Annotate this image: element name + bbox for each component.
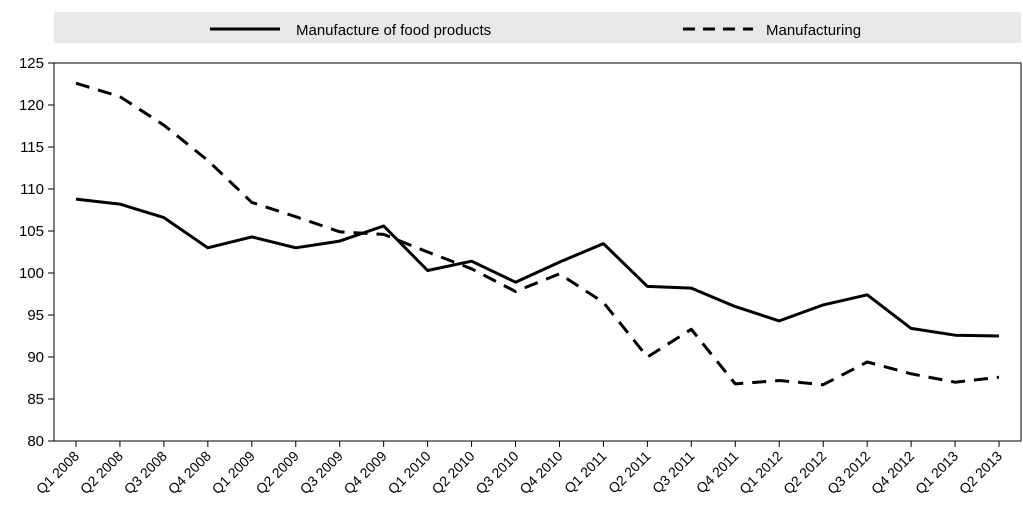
x-tick-label: Q3 2011 — [649, 448, 698, 497]
legend-label-food: Manufacture of food products — [296, 22, 491, 39]
y-tick-label: 80 — [27, 433, 44, 450]
x-tick-label: Q2 2011 — [605, 448, 654, 497]
x-tick-label: Q1 2012 — [736, 448, 785, 497]
y-tick-label: 115 — [20, 139, 44, 156]
legend-label-manufacturing: Manufacturing — [766, 22, 861, 39]
x-tick-label: Q3 2010 — [472, 448, 521, 497]
x-tick-label: Q4 2012 — [868, 448, 917, 497]
series-line-food — [75, 197, 1000, 338]
x-tick-label: Q3 2012 — [824, 448, 873, 497]
x-tick-label: Q1 2011 — [561, 448, 610, 497]
y-tick-label: 120 — [19, 97, 44, 114]
x-tick-label: Q4 2008 — [165, 448, 214, 497]
x-tick-label: Q2 2009 — [253, 448, 302, 497]
y-tick-label: 85 — [27, 391, 44, 408]
x-tick-label: Q1 2009 — [209, 448, 258, 497]
x-tick-label: Q4 2009 — [340, 448, 389, 497]
y-tick-label: 125 — [19, 55, 44, 72]
x-tick-label: Q1 2008 — [33, 448, 82, 497]
legend: Manufacture of food products Manufacturi… — [210, 22, 861, 39]
y-tick-label: 100 — [19, 265, 44, 282]
y-tick-label: 95 — [27, 307, 44, 324]
x-tick-label: Q3 2009 — [297, 448, 346, 497]
legend-band — [54, 12, 1021, 43]
x-tick-label: Q2 2012 — [780, 448, 829, 497]
x-tick-label: Q2 2008 — [77, 448, 126, 497]
y-tick-label: 110 — [20, 181, 44, 198]
plot-frame — [53, 62, 1022, 442]
x-tick-label: Q2 2010 — [428, 448, 477, 497]
y-tick-label: 105 — [19, 223, 44, 240]
x-tick-label: Q4 2010 — [516, 448, 565, 497]
x-tick-label: Q3 2008 — [121, 448, 170, 497]
x-tick-label: Q2 2013 — [956, 448, 1005, 497]
x-tick-label: Q1 2010 — [384, 448, 433, 497]
x-tick-label: Q4 2011 — [693, 448, 742, 497]
series-line-manufacturing — [75, 81, 1000, 387]
x-tick-label: Q1 2013 — [912, 448, 961, 497]
y-tick-label: 90 — [27, 349, 44, 366]
